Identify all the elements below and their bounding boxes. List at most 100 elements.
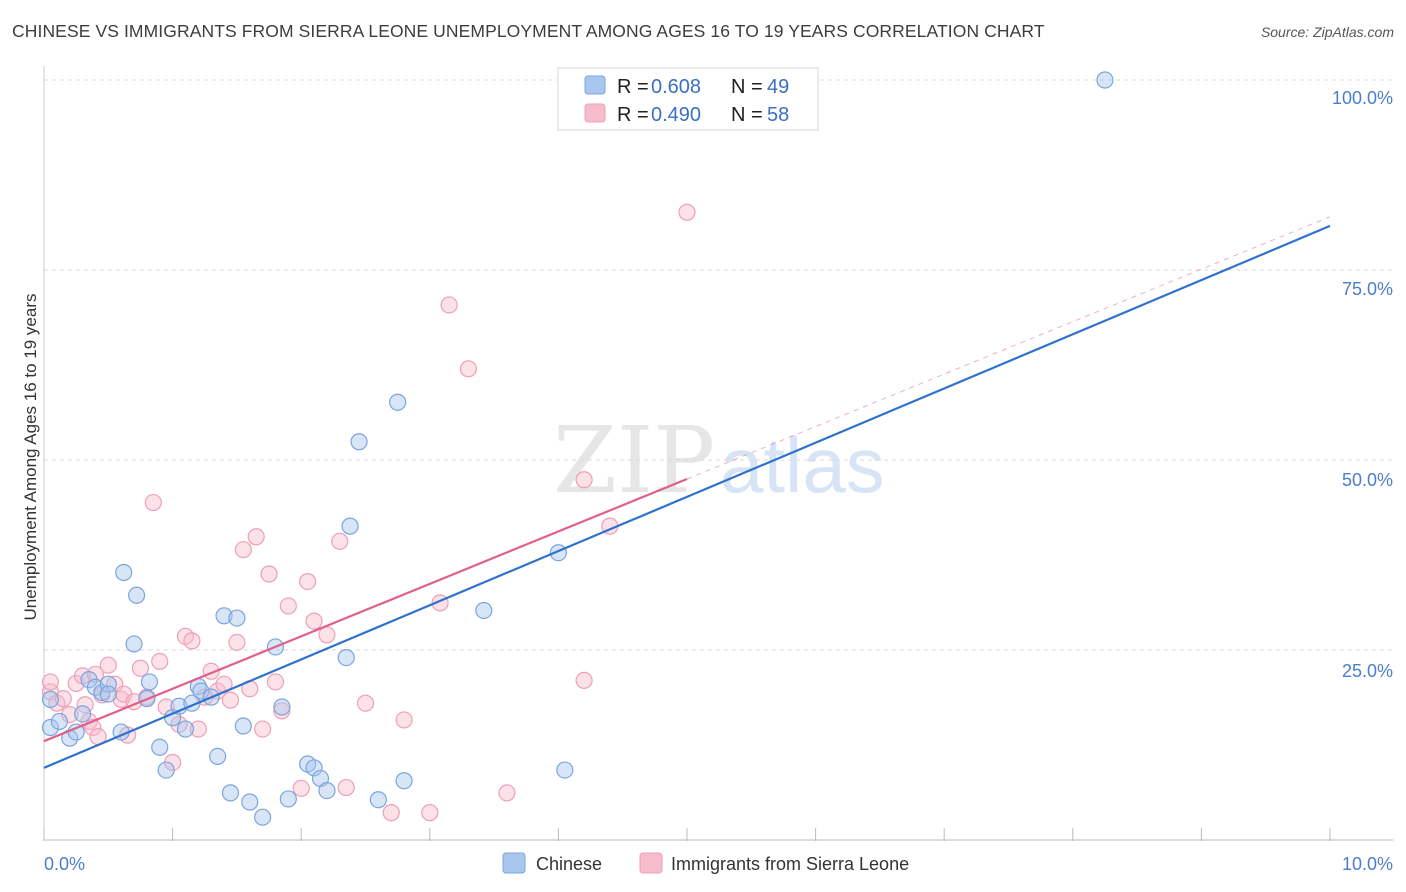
sierra-leone-point (144, 493, 162, 512)
chinese-point (176, 720, 195, 738)
chinese-point (115, 563, 133, 582)
sierra-leone-point (61, 705, 79, 724)
sierra-leone-point (331, 532, 349, 550)
sierra-leone-point (421, 804, 439, 822)
sierra-leone-point (292, 779, 310, 797)
sierra-leone-point (254, 720, 272, 738)
legend-n-label: N = (731, 104, 763, 126)
sierra-leone-point (151, 652, 169, 671)
chinese-point (209, 747, 227, 766)
chinese-point (221, 784, 240, 802)
chinese-point (151, 738, 169, 756)
bottom-legend-chinese: Chinese (536, 854, 602, 874)
bottom-legend-sierra-leone: Immigrants from Sierra Leone (671, 854, 909, 874)
sierra-leone-point (54, 690, 72, 708)
sierra-leone-point (395, 711, 413, 729)
sierra-leone-point (273, 702, 291, 720)
sierra-leone-trend-extension (686, 216, 1331, 480)
chinese-point (337, 648, 355, 667)
chinese-point (369, 791, 387, 809)
chinese-point (395, 772, 413, 790)
chinese-point (215, 607, 233, 625)
chinese-point (41, 718, 60, 737)
sierra-leone-point (440, 296, 458, 314)
sierra-leone-point (382, 804, 400, 822)
sierra-leone-point (459, 360, 477, 378)
sierra-leone-point (266, 673, 285, 691)
sierra-leone-points (41, 203, 696, 822)
gridlines (44, 79, 1393, 651)
chinese-point (318, 781, 336, 800)
sierra-leone-point (356, 694, 375, 712)
chinese-point (125, 635, 143, 653)
x-tick-label-min: 0.0% (44, 854, 85, 874)
sierra-leone-point (234, 541, 252, 559)
sierra-leone-point (299, 572, 317, 591)
chinese-point (127, 586, 146, 604)
y-tick-label: 25.0% (1342, 661, 1393, 681)
chinese-point (475, 601, 493, 620)
chinese-point (41, 690, 60, 709)
sierra-leone-point (260, 565, 278, 583)
chinese-point (350, 433, 368, 451)
bottom-legend-swatch-chinese (502, 852, 526, 874)
legend-n-value: 58 (767, 104, 789, 126)
chinese-point (228, 609, 246, 627)
legend-n-label: N = (731, 76, 763, 98)
axes (43, 66, 1393, 841)
sierra-leone-point (498, 784, 516, 802)
chinese-point (279, 790, 297, 808)
sierra-leone-point (337, 778, 355, 797)
chinese-point (234, 717, 252, 735)
chinese-points (41, 71, 1114, 826)
watermark-zip: ZIP (553, 407, 715, 514)
sierra-leone-point (575, 671, 593, 690)
chinese-point (73, 705, 92, 723)
chinese-point (50, 712, 69, 731)
legend-r-value: 0.490 (651, 104, 701, 126)
sierra-leone-point (678, 203, 696, 221)
sierra-leone-point (189, 720, 207, 738)
bottom-legend-swatch-sierra-leone (639, 852, 663, 874)
legend: R = 0.608 N = 49 R = 0.490 N = 58 (557, 67, 819, 131)
chinese-point (140, 673, 159, 691)
chinese-point (254, 808, 272, 826)
chinese-point (99, 685, 117, 703)
trend-lines (43, 216, 1331, 769)
sierra-leone-trend-line (43, 477, 688, 743)
sierra-leone-point (247, 528, 265, 546)
legend-n-value: 49 (767, 76, 789, 98)
bottom-legend: Chinese Immigrants from Sierra Leone (502, 852, 909, 874)
y-tick-label: 50.0% (1342, 470, 1393, 490)
x-tick-label-max: 10.0% (1342, 854, 1393, 874)
chinese-point (157, 761, 175, 779)
sierra-leone-point (228, 633, 246, 652)
legend-r-value: 0.608 (651, 76, 701, 98)
source-label: Source: ZipAtlas.com (1260, 24, 1394, 40)
chart-title: CHINESE VS IMMIGRANTS FROM SIERRA LEONE … (12, 21, 1045, 41)
chinese-point (556, 761, 574, 779)
chinese-point (1096, 71, 1114, 89)
sierra-leone-point (305, 612, 323, 630)
watermark-atlas: atlas (720, 421, 885, 509)
sierra-leone-point (99, 656, 117, 674)
chinese-point (99, 675, 117, 693)
sierra-leone-point (183, 632, 201, 650)
legend-swatch-sierra-leone (584, 103, 606, 123)
chinese-point (389, 393, 407, 411)
chinese-point (341, 517, 359, 535)
chinese-point (273, 698, 291, 716)
sierra-leone-point (575, 471, 593, 489)
legend-r-label: R = (617, 104, 649, 126)
sierra-leone-point (131, 659, 150, 677)
sierra-leone-point (41, 673, 60, 691)
chinese-trend-line (43, 224, 1331, 769)
chinese-point (192, 682, 210, 700)
legend-r-label: R = (617, 76, 649, 98)
chinese-point (305, 759, 323, 777)
sierra-leone-point (157, 698, 175, 716)
y-tick-label: 75.0% (1342, 279, 1393, 299)
chinese-point (241, 793, 259, 811)
y-tick-label: 100.0% (1332, 88, 1393, 108)
